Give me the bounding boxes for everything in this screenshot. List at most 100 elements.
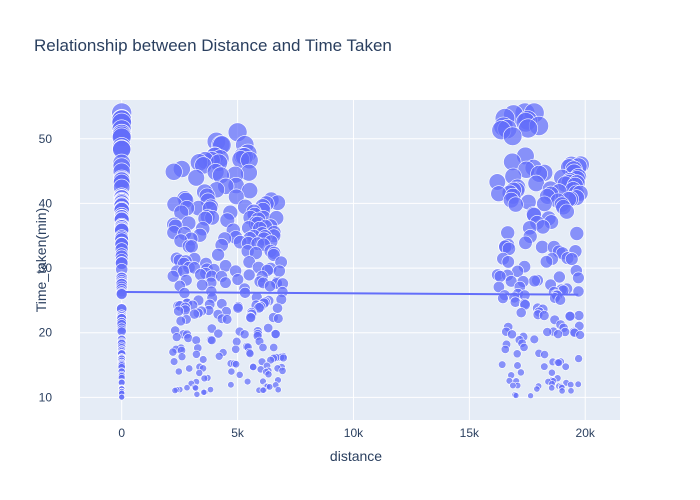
data-point <box>115 288 128 300</box>
data-point <box>213 328 224 339</box>
data-point <box>558 203 575 220</box>
data-point <box>561 362 570 371</box>
data-point <box>196 278 209 292</box>
data-point <box>175 315 187 327</box>
data-point <box>572 271 585 284</box>
data-point <box>279 353 288 363</box>
data-point <box>245 349 255 358</box>
data-point <box>513 361 522 370</box>
data-point <box>498 360 507 369</box>
data-point <box>168 347 178 357</box>
data-point <box>527 392 534 400</box>
data-point <box>497 292 509 304</box>
data-point <box>574 354 583 363</box>
data-point <box>540 362 549 371</box>
data-point <box>183 333 193 343</box>
y-tick-label: 50 <box>39 132 53 146</box>
data-point <box>264 370 273 379</box>
data-point <box>191 349 201 359</box>
data-point <box>507 329 517 340</box>
data-point <box>195 368 204 377</box>
data-point <box>242 268 256 282</box>
trendline-line <box>121 291 579 296</box>
data-point <box>554 358 563 367</box>
data-point <box>565 252 579 266</box>
data-point <box>227 367 236 376</box>
data-point <box>269 342 279 352</box>
data-point <box>206 323 217 334</box>
x-tick-label: 10k <box>344 426 364 440</box>
data-point <box>536 195 553 212</box>
data-point <box>492 280 505 293</box>
data-point <box>507 196 524 213</box>
data-point <box>243 377 252 386</box>
data-point <box>558 387 566 395</box>
data-point <box>493 270 507 283</box>
data-point <box>214 351 224 361</box>
data-point <box>235 370 244 379</box>
data-point <box>174 367 183 376</box>
data-point <box>231 273 245 286</box>
data-point <box>501 255 515 269</box>
data-point <box>518 235 533 250</box>
data-point <box>512 349 522 359</box>
data-point <box>194 268 207 281</box>
data-point <box>249 362 258 371</box>
data-point <box>177 352 187 362</box>
x-axis-title: distance <box>330 448 382 464</box>
data-point <box>227 381 235 389</box>
data-point <box>200 374 209 383</box>
data-point <box>118 393 125 401</box>
data-point <box>567 381 575 389</box>
data-point <box>548 368 556 377</box>
data-point <box>500 344 510 354</box>
data-point <box>185 364 194 373</box>
data-point <box>232 302 244 314</box>
plot-area <box>80 100 620 420</box>
data-point <box>540 350 549 359</box>
data-point <box>207 386 215 394</box>
data-point <box>171 386 179 394</box>
data-point <box>548 384 556 392</box>
y-tick-label: 40 <box>39 196 53 210</box>
data-point <box>166 269 180 283</box>
y-tick-label: 10 <box>39 390 53 404</box>
data-point <box>502 126 523 146</box>
data-point <box>239 329 250 340</box>
data-point <box>278 366 287 375</box>
data-point <box>553 329 563 339</box>
data-point <box>528 274 541 288</box>
data-point <box>509 296 522 308</box>
data-point <box>263 280 276 293</box>
data-point <box>245 312 257 324</box>
data-point <box>512 392 520 399</box>
data-point <box>231 360 241 369</box>
data-point <box>173 305 184 317</box>
data-point <box>258 342 268 352</box>
data-point <box>569 226 585 241</box>
data-point <box>183 384 191 392</box>
x-tick-label: 0 <box>118 426 125 440</box>
data-point <box>517 368 525 377</box>
x-tick-label: 5k <box>231 426 245 440</box>
data-point <box>500 225 516 241</box>
data-point <box>232 336 242 347</box>
data-point <box>518 118 539 139</box>
data-point <box>169 357 179 366</box>
data-point <box>200 388 208 396</box>
data-point <box>191 335 201 345</box>
data-point <box>192 384 200 392</box>
x-tick-label: 20k <box>576 426 596 440</box>
data-point <box>231 344 241 354</box>
data-point <box>271 302 283 314</box>
y-tick-label: 20 <box>39 326 53 340</box>
data-point <box>574 380 582 388</box>
data-point <box>535 219 551 235</box>
data-point <box>573 310 585 321</box>
data-point <box>274 386 282 394</box>
data-point <box>193 390 201 398</box>
data-point <box>266 383 274 391</box>
data-point <box>564 310 576 322</box>
data-point <box>171 332 182 342</box>
